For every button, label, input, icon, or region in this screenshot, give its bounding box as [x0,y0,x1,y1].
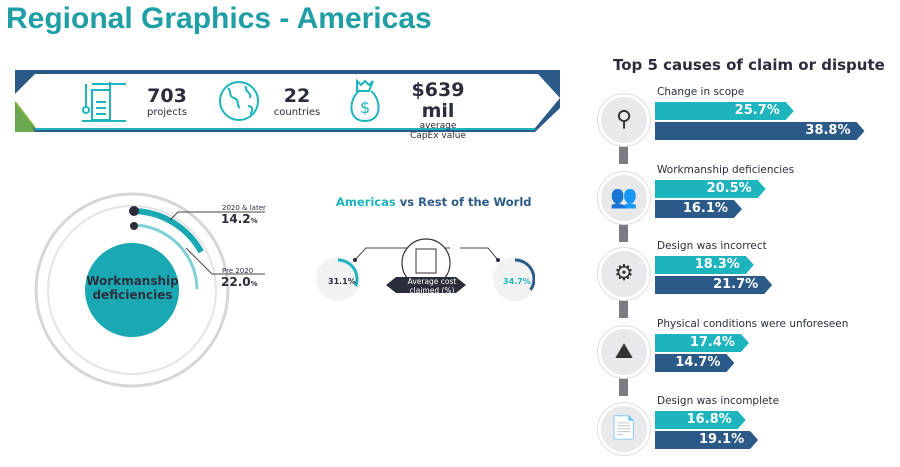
center-circle [85,243,179,337]
inner-value: 22.0% [221,275,258,289]
americas-bar: 16.8% [655,411,746,429]
rest-bar: 16.1% [655,200,742,218]
globe-icon [219,81,259,121]
inner-arc-pre-2020 [134,223,199,290]
landslide-icon: ⛰ [598,326,650,378]
outer-arc-2020-later [133,208,204,254]
average-cost-comparison [316,238,535,301]
outer-label: 2020 & later [222,204,266,212]
blueprint-icon: 📄 [598,403,650,455]
rest-bar: 38.8% [655,122,865,140]
cost-label: Average cost claimed (%) [407,277,457,295]
magnifier-refresh-icon: ⚲ [598,94,650,146]
inner-leader [185,247,265,275]
stat-capex: $639 mil average CapEx value [410,79,466,141]
inner-label: Pre 2020 [222,267,254,275]
connector [619,288,628,318]
americas-value: 31.1% [328,277,356,286]
americas-bar: 25.7% [655,102,794,120]
svg-text:$: $ [360,98,370,117]
banner-frame [15,70,560,132]
inner-arc-dot [130,222,138,230]
stats-banner: 703 projects 22 countries $ $639 mil ave… [15,70,560,141]
connector [619,134,628,164]
americas-bar: 17.4% [655,334,749,352]
stat-projects: 703 projects [147,85,187,118]
rest-bar: 14.7% [655,354,734,372]
americas-bar: 18.3% [655,256,754,274]
rest-gauge [493,257,535,301]
connector [619,366,628,396]
construction-crane-icon [82,82,126,122]
americas-bar: 20.5% [655,180,766,198]
comparison-title: Americas vs Rest of the World [336,195,532,209]
gear-pencil-icon: ⚙ [598,248,650,300]
cause-label: Workmanship deficiencies [657,164,795,176]
rest-value: 34.7% [503,277,531,286]
americas-gauge-arc [337,258,359,287]
rest-bar: 19.1% [655,431,758,449]
cause-label: Change in scope [657,86,745,98]
inner-track [47,205,217,375]
top-causes-title: Top 5 causes of claim or dispute [613,56,885,74]
workers-icon: 👥 [598,172,650,224]
outer-track [34,192,230,388]
cause-label: Design was incomplete [657,395,780,407]
cost-label-badge [386,277,466,293]
outer-leader [169,211,265,221]
rest-bar: 21.7% [655,276,772,294]
outer-value: 14.2% [221,212,258,226]
stat-countries: 22 countries [273,85,321,118]
page-title: Regional Graphics - Americas [6,2,432,35]
rest-gauge-arc [514,258,535,291]
americas-gauge [316,257,360,301]
outer-arc-dot [129,206,139,216]
connector [619,212,628,242]
cause-label: Design was incorrect [657,240,767,252]
money-bag-icon: $ [350,78,380,123]
ring-center-label: Workmanship deficiencies [86,274,179,302]
cause-label: Physical conditions were unforeseen [657,318,849,330]
workmanship-ring-chart [34,192,265,388]
